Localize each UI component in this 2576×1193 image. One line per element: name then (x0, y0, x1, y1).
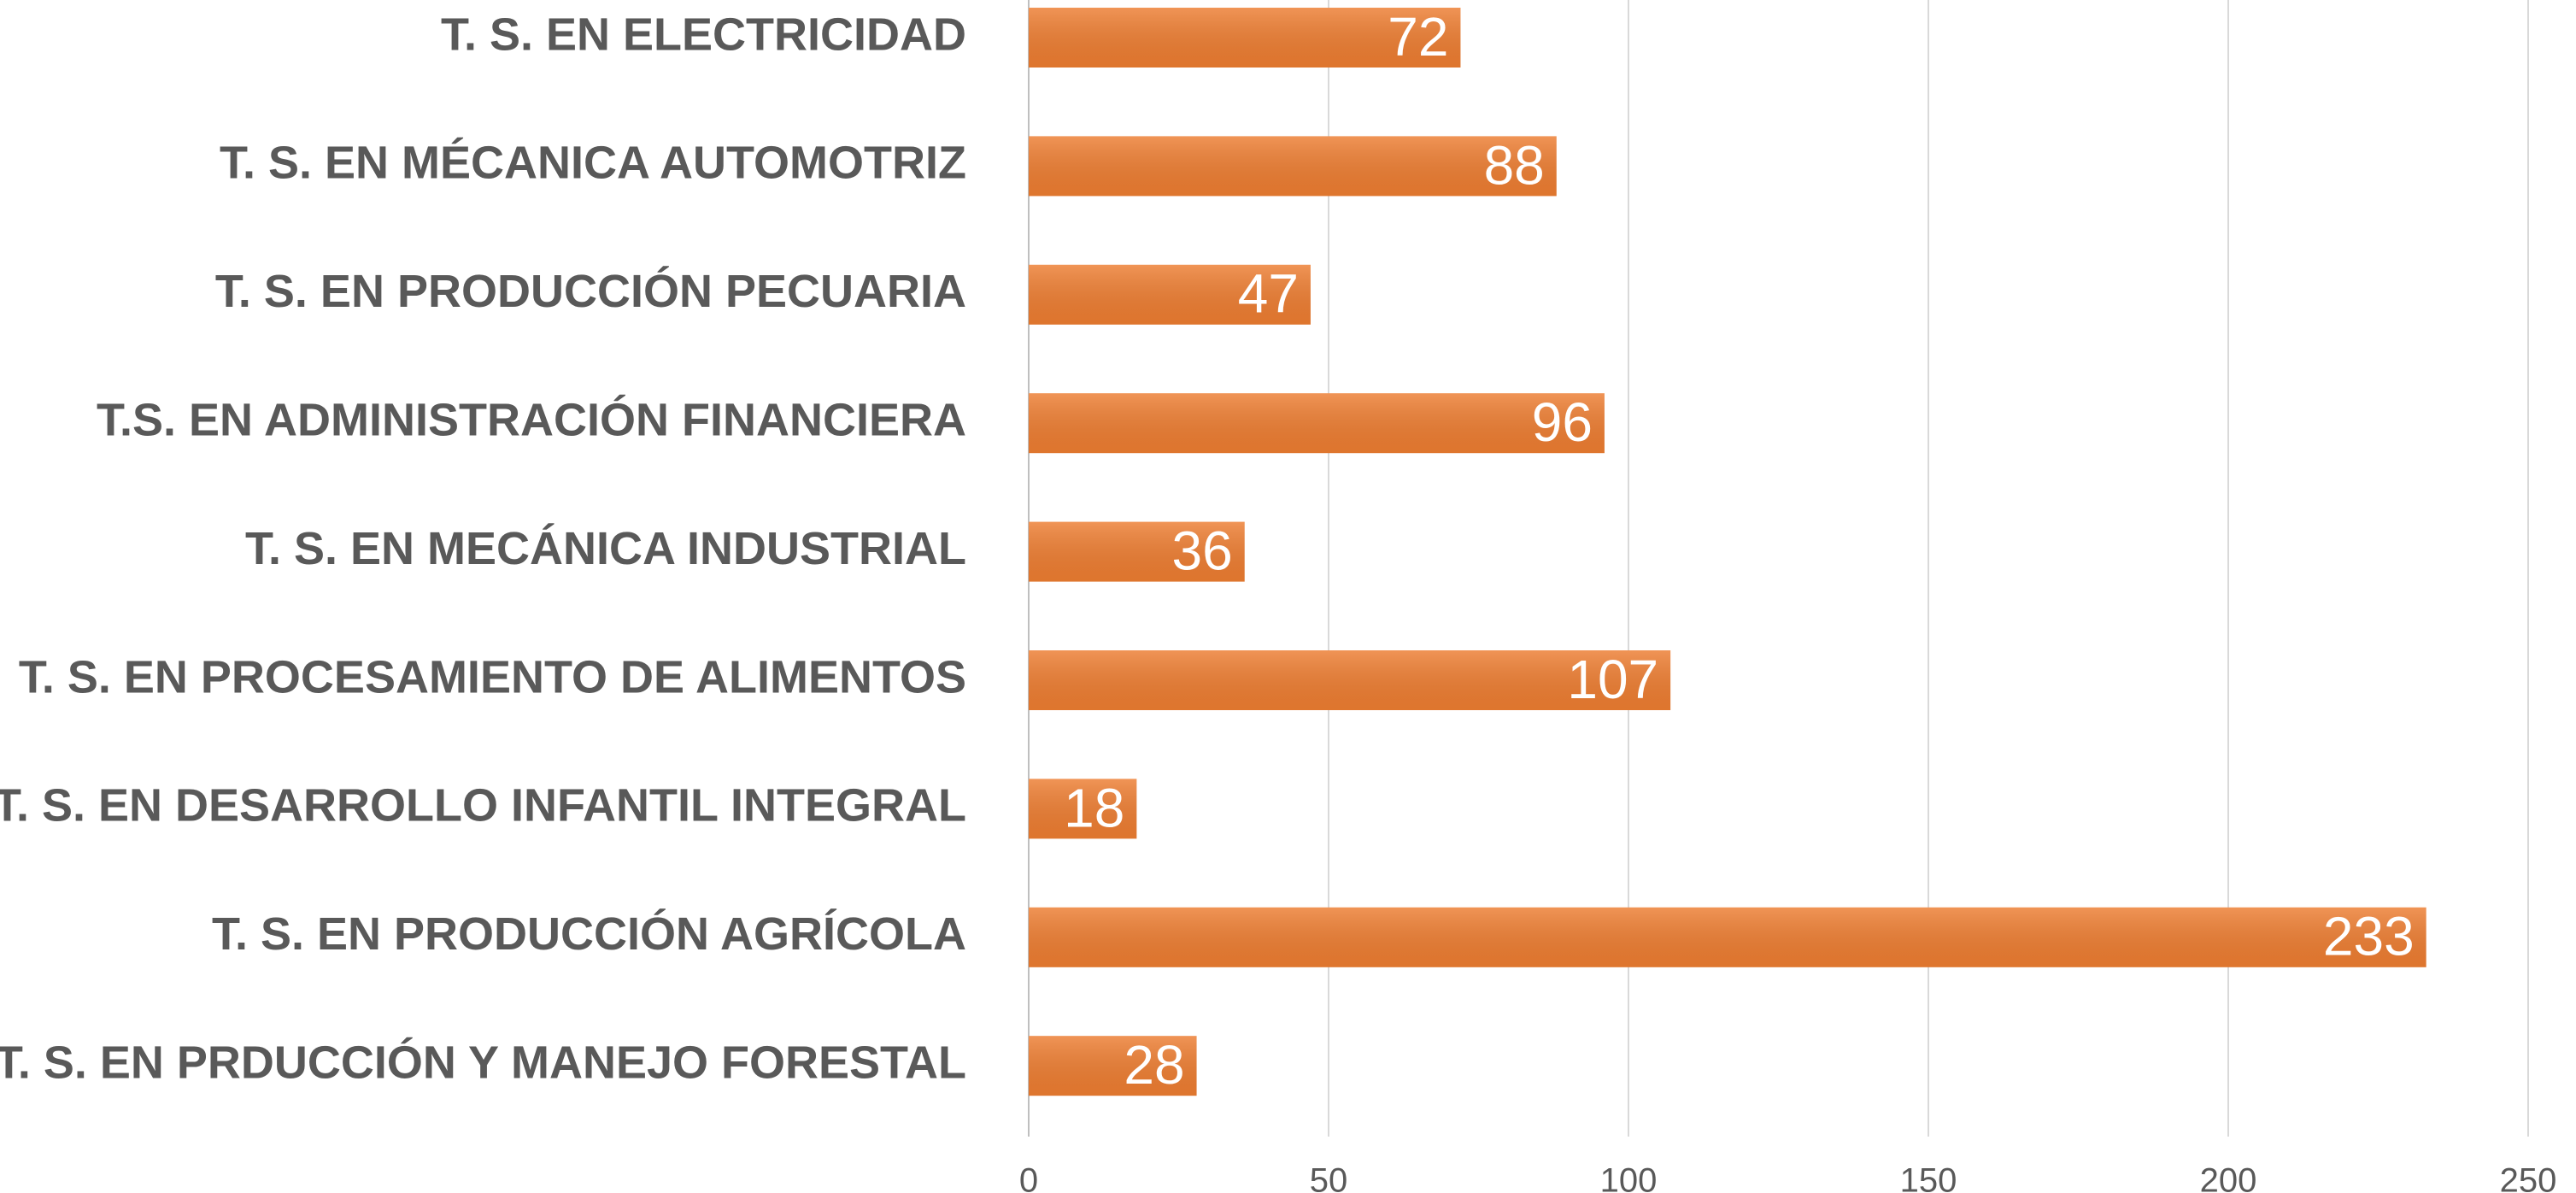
bar-shine (1029, 136, 1557, 197)
x-tick-label: 150 (1900, 1162, 1957, 1193)
x-tick-label: 100 (1600, 1162, 1658, 1193)
data-label: 47 (1238, 263, 1299, 325)
data-label: 233 (2323, 906, 2415, 967)
bar-shine (1029, 779, 1137, 839)
y-tick-label: T. S. EN MECÁNICA INDUSTRIAL (245, 523, 966, 574)
y-tick-label: T. S. EN PRDUCCIÓN Y MANEJO FORESTAL (0, 1037, 966, 1088)
y-tick-label: T. S. EN MÉCANICA AUTOMOTRIZ (220, 138, 966, 189)
y-tick-label: T. S. EN PRODUCCIÓN PECUARIA (215, 266, 966, 317)
y-tick-label: T. S. EN PRODUCCIÓN AGRÍCOLA (212, 908, 966, 960)
data-label: 107 (1567, 649, 1658, 710)
y-tick-label: T. S. EN PROCESAMIENTO DE ALIMENTOS (19, 651, 966, 702)
data-label: 96 (1532, 391, 1593, 453)
data-label: 36 (1172, 520, 1233, 582)
bar-shine (1029, 264, 1311, 325)
x-tick-label: 0 (1019, 1162, 1038, 1193)
y-tick-label: T. S. EN ELECTRICIDAD (441, 9, 966, 60)
data-label: 88 (1484, 134, 1545, 196)
y-tick-label: T.S. EN ADMINISTRACIÓN FINANCIERA (97, 394, 966, 445)
data-label: 18 (1064, 777, 1124, 838)
bar-shine (1029, 907, 2426, 967)
y-tick-label: T. S. EN DESARROLLO INFANTIL INTEGRAL (0, 780, 966, 832)
x-tick-label: 50 (1310, 1162, 1348, 1193)
bar-shine (1029, 650, 1671, 710)
data-label: 72 (1388, 6, 1448, 68)
x-tick-label: 200 (2200, 1162, 2257, 1193)
bar-shine (1029, 1036, 1197, 1096)
data-label: 28 (1124, 1034, 1184, 1096)
bar-shine (1029, 521, 1245, 582)
x-tick-label: 250 (2500, 1162, 2557, 1193)
bar-shine (1029, 8, 1461, 68)
bar-shine (1029, 393, 1605, 454)
